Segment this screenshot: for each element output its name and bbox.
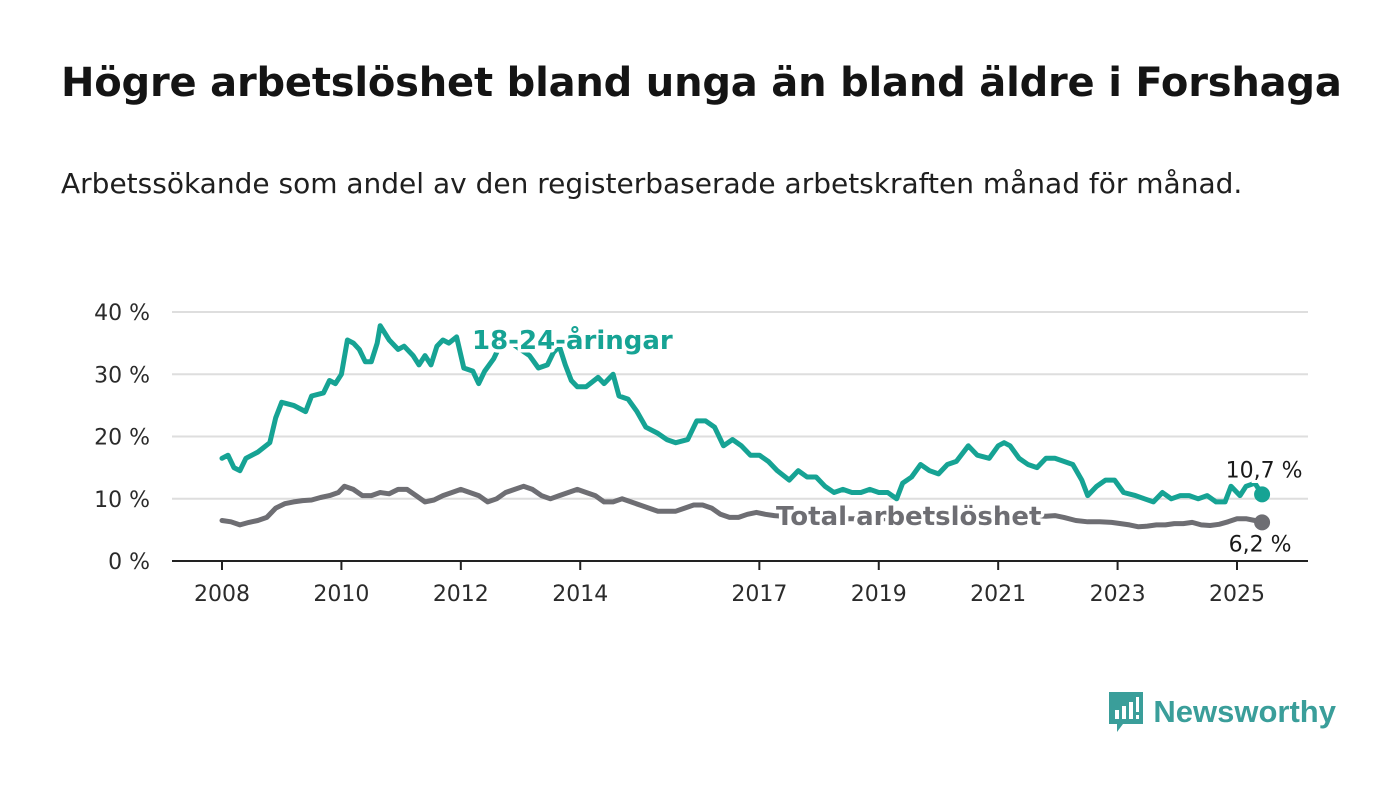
end-point-total [1254,514,1271,531]
x-tick-label: 2010 [313,582,369,607]
y-tick-label: 40 % [94,301,150,326]
series-line-total [219,483,1265,530]
chart-subtitle: Arbetssökande som andel av den registerb… [61,167,1243,200]
chart-title: Högre arbetslöshet bland unga än bland ä… [61,60,1342,106]
y-tick-label: 20 % [94,426,150,451]
series-labels: 18-24-åringar Total arbetslöshet 10,7 % 6,2… [469,321,1306,561]
brand-name: Newsworthy [1153,694,1336,729]
x-tick-label: 2019 [851,582,907,607]
y-tick-label: 10 % [94,488,150,513]
bar-chart-icon [1109,692,1144,732]
y-tick-label: 0 % [108,550,150,575]
end-value-youth: 10,7 % [1226,458,1303,483]
gridlines [172,311,1308,500]
series-label-youth: 18-24-åringar [472,324,673,356]
y-tick-label: 30 % [94,363,150,388]
x-axis: 2008 2010 2012 2014 2017 2019 2021 2023 2025 [172,560,1308,607]
end-point-youth [1254,486,1271,503]
newsworthy-logo: Newsworthy [1107,690,1336,734]
end-value-total: 6,2 % [1229,532,1292,557]
x-tick-label: 2021 [970,582,1026,607]
x-tick-label: 2023 [1090,582,1146,607]
series-lines [219,323,1271,531]
series-label-total: Total arbetslöshet [776,502,1041,532]
x-tick-label: 2012 [433,582,489,607]
series-line-youth [219,323,1265,505]
x-tick-label: 2014 [552,582,608,607]
x-tick-label: 2017 [731,582,787,607]
x-tick-label: 2025 [1209,582,1265,607]
x-tick-label: 2008 [194,582,250,607]
y-axis-ticks: 0 % 10 % 20 % 30 % 40 % [94,301,150,575]
